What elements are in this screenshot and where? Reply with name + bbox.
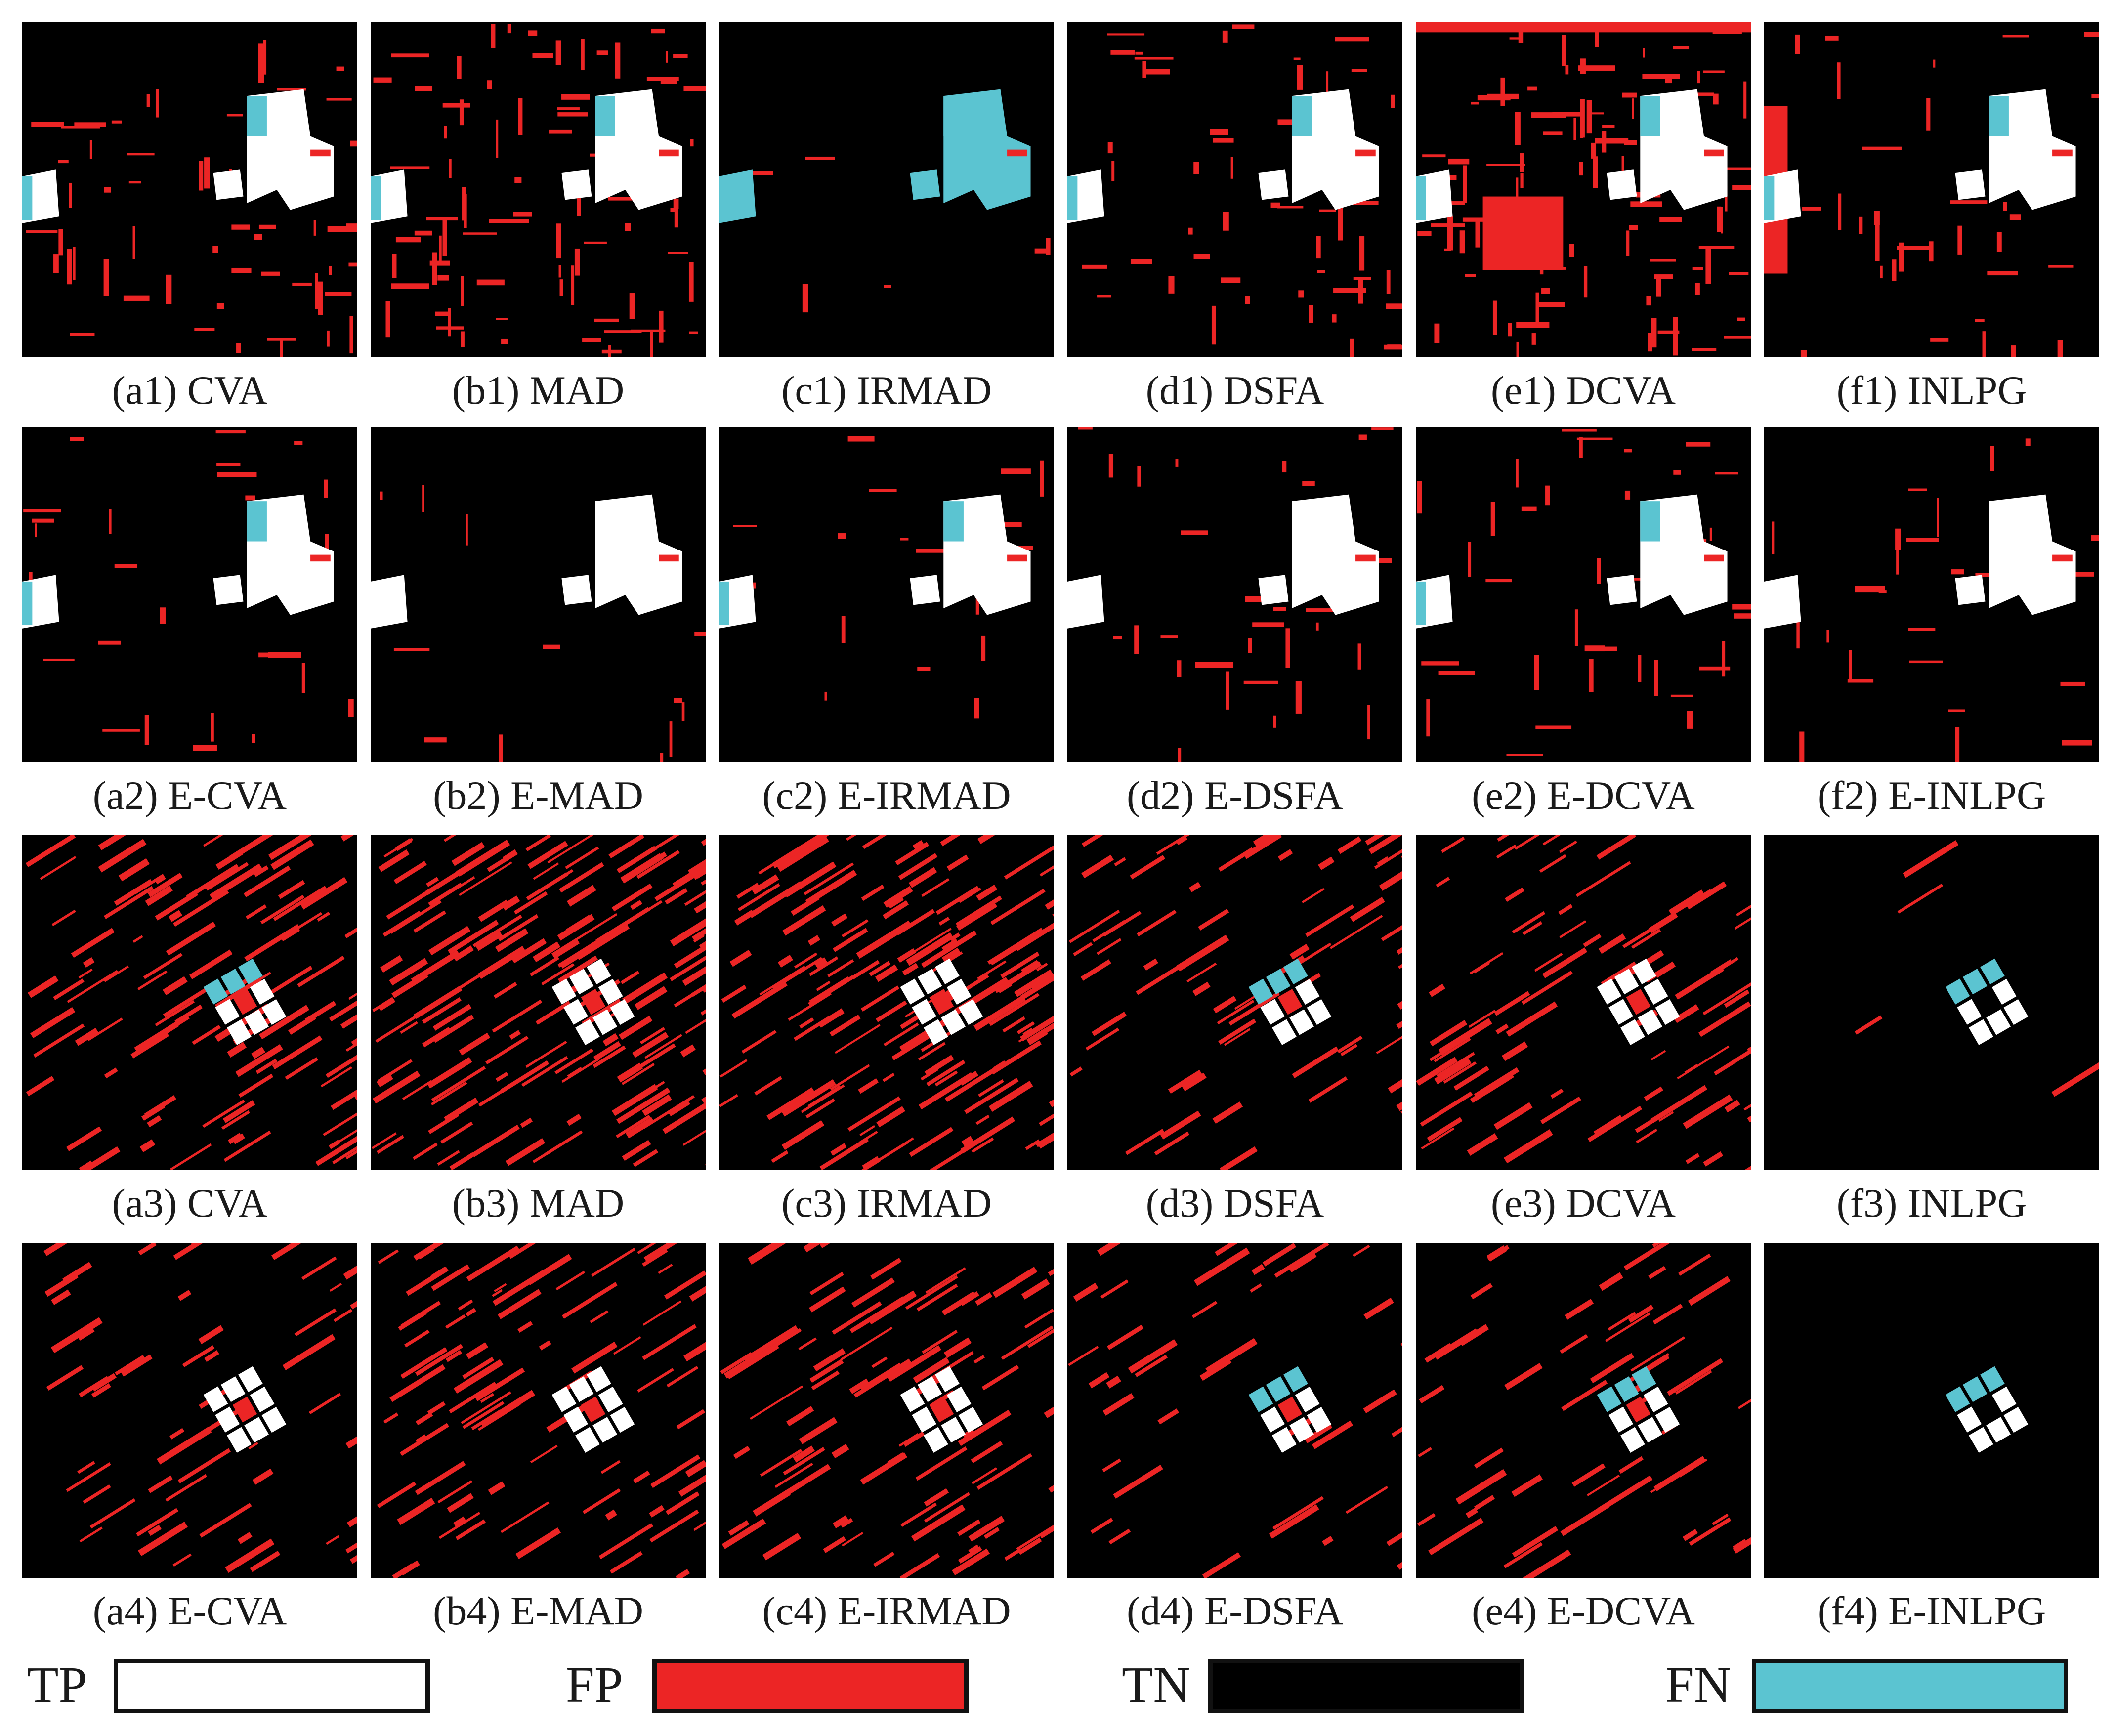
legend-swatch	[652, 1659, 969, 1713]
change-map-graphic	[1416, 1243, 1751, 1578]
change-map-graphic	[1416, 22, 1751, 357]
panel-caption: (e3) DCVA	[1490, 1181, 1676, 1226]
panel-caption: (c2) E-IRMAD	[762, 773, 1011, 818]
change-map-image	[1764, 835, 2099, 1170]
change-map-image	[719, 835, 1054, 1170]
panel-caption: (e1) DCVA	[1490, 368, 1676, 413]
change-map-graphic	[22, 427, 357, 762]
change-map-graphic	[22, 1243, 357, 1578]
change-map-graphic	[719, 1243, 1054, 1578]
change-map-graphic	[1067, 835, 1402, 1170]
legend-label: FP	[566, 1656, 623, 1713]
panel-caption: (d4) E-DSFA	[1126, 1588, 1344, 1633]
panel-caption: (b2) E-MAD	[433, 773, 643, 818]
legend-swatch	[1208, 1659, 1524, 1713]
change-map-graphic	[1764, 427, 2099, 762]
change-map-graphic	[371, 427, 706, 762]
panel-caption: (b1) MAD	[452, 368, 625, 413]
change-map-image	[22, 427, 357, 762]
change-map-graphic	[1764, 1243, 2099, 1578]
panel-caption: (d3) DSFA	[1145, 1181, 1324, 1226]
change-map-graphic	[22, 835, 357, 1170]
change-map-graphic	[1764, 22, 2099, 357]
panel-caption: (f3) INLPG	[1836, 1181, 2027, 1226]
change-map-image	[719, 1243, 1054, 1578]
change-map-image	[1067, 22, 1402, 357]
change-map-image	[371, 835, 706, 1170]
change-map-image	[719, 22, 1054, 357]
change-map-image	[1764, 427, 2099, 762]
change-map-graphic	[1416, 835, 1751, 1170]
change-map-image	[371, 427, 706, 762]
change-map-graphic	[1067, 427, 1402, 762]
change-map-graphic	[1067, 22, 1402, 357]
panel-caption: (b3) MAD	[452, 1181, 625, 1226]
legend-label: TP	[27, 1656, 87, 1713]
panel-caption: (c1) IRMAD	[781, 368, 992, 413]
change-map-graphic	[371, 22, 706, 357]
change-map-graphic	[719, 427, 1054, 762]
panel-caption: (e2) E-DCVA	[1472, 773, 1695, 818]
panel-caption: (f1) INLPG	[1836, 368, 2027, 413]
legend-label: TN	[1122, 1656, 1190, 1713]
change-map-graphic	[719, 835, 1054, 1170]
change-map-image	[22, 1243, 357, 1578]
change-map-image	[1067, 1243, 1402, 1578]
change-map-image	[1416, 835, 1751, 1170]
legend-swatch	[1752, 1659, 2068, 1713]
panel-caption: (f4) E-INLPG	[1817, 1588, 2046, 1633]
change-map-image	[1067, 835, 1402, 1170]
panel-caption: (a2) E-CVA	[92, 773, 287, 818]
panel-caption: (d2) E-DSFA	[1126, 773, 1344, 818]
panel-caption: (c3) IRMAD	[781, 1181, 992, 1226]
change-map-image	[1416, 22, 1751, 357]
change-map-image	[1764, 22, 2099, 357]
change-map-image	[719, 427, 1054, 762]
change-map-image	[1416, 1243, 1751, 1578]
change-map-image	[1764, 1243, 2099, 1578]
legend-label: FN	[1665, 1656, 1731, 1713]
change-map-image	[371, 1243, 706, 1578]
change-map-graphic	[371, 1243, 706, 1578]
panel-caption: (a3) CVA	[112, 1181, 268, 1226]
change-map-image	[371, 22, 706, 357]
change-map-image	[22, 835, 357, 1170]
change-map-graphic	[719, 22, 1054, 357]
panel-caption: (e4) E-DCVA	[1472, 1588, 1695, 1633]
panel-caption: (d1) DSFA	[1145, 368, 1324, 413]
change-map-image	[1067, 427, 1402, 762]
change-map-graphic	[371, 835, 706, 1170]
change-map-graphic	[1067, 1243, 1402, 1578]
panel-caption: (c4) E-IRMAD	[762, 1588, 1011, 1633]
panel-caption: (b4) E-MAD	[433, 1588, 643, 1633]
legend-swatch	[114, 1659, 430, 1713]
change-map-image	[22, 22, 357, 357]
change-map-image	[1416, 427, 1751, 762]
change-map-graphic	[1416, 427, 1751, 762]
change-map-graphic	[22, 22, 357, 357]
panel-caption: (a1) CVA	[112, 368, 268, 413]
panel-caption: (f2) E-INLPG	[1817, 773, 2046, 818]
panel-caption: (a4) E-CVA	[92, 1588, 287, 1633]
change-map-graphic	[1764, 835, 2099, 1170]
